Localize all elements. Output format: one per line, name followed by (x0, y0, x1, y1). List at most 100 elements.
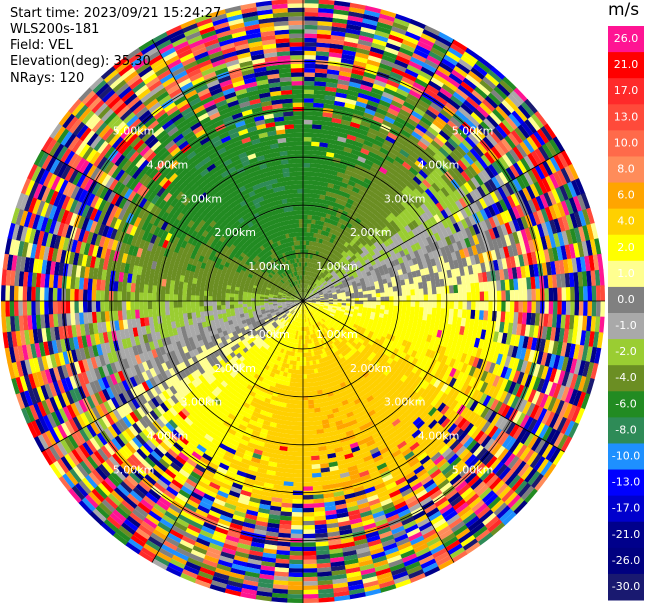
range-gate-cell (395, 379, 404, 389)
range-gate-cell (317, 16, 335, 23)
range-gate-cell (373, 394, 382, 403)
range-gate-cell (373, 482, 386, 491)
range-gate-cell (417, 205, 426, 216)
range-gate-cell (421, 380, 430, 391)
range-gate-cell (401, 284, 407, 292)
range-gate-cell (401, 188, 411, 198)
range-gate-cell (323, 365, 330, 371)
range-gate-cell (445, 102, 459, 115)
range-gate-cell (433, 214, 442, 225)
range-gate-cell (386, 461, 398, 471)
range-gate-cell (522, 138, 536, 155)
range-gate-cell (514, 107, 529, 123)
range-gate-cell (323, 164, 333, 171)
range-gate-cell (320, 471, 331, 478)
range-gate-cell (428, 468, 442, 480)
range-gate-cell (540, 352, 548, 368)
range-gate-cell (431, 249, 439, 260)
range-gate-cell (420, 66, 436, 78)
range-gate-cell (511, 345, 519, 360)
range-gate-cell (460, 170, 472, 183)
range-gate-cell (440, 237, 449, 248)
range-gate-cell (406, 214, 416, 223)
range-gate-cell (420, 32, 438, 45)
range-gate-cell (332, 307, 337, 311)
range-gate-cell (315, 428, 324, 435)
range-gate-cell (323, 103, 336, 110)
range-gate-cell (521, 101, 536, 118)
range-gate-cell (332, 316, 338, 321)
range-gate-cell (424, 348, 432, 358)
range-gate-cell (312, 309, 317, 313)
range-gate-cell (519, 430, 531, 446)
range-gate-cell (472, 444, 485, 458)
range-gate-cell (408, 317, 414, 325)
range-gate-cell (561, 287, 567, 303)
range-gate-cell (464, 493, 480, 507)
range-gate-cell (359, 409, 368, 417)
range-gate-cell (324, 304, 329, 307)
range-gate-cell (455, 381, 465, 393)
range-gate-cell (358, 294, 364, 299)
range-gate-cell (358, 306, 364, 311)
range-gate-cell (293, 464, 303, 470)
range-gate-cell (336, 279, 342, 284)
range-gate-cell (402, 301, 407, 307)
range-gate-cell (394, 387, 403, 397)
range-gate-cell (356, 96, 370, 105)
range-gate-cell (368, 428, 379, 436)
range-gate-cell (400, 311, 406, 318)
range-gate-cell (508, 148, 521, 164)
range-gate-cell (473, 416, 484, 429)
range-gate-cell (547, 274, 553, 290)
range-gate-cell (304, 305, 307, 310)
range-gate-cell (428, 350, 436, 360)
range-gate-cell (479, 349, 487, 361)
range-gate-cell (454, 250, 462, 261)
range-gate-cell (392, 63, 408, 73)
range-gate-cell (335, 349, 342, 356)
range-gate-cell (490, 427, 502, 442)
range-gate-cell (452, 212, 462, 224)
range-gate-cell (359, 200, 367, 208)
range-gate-cell (358, 510, 373, 518)
range-gate-cell (350, 446, 361, 454)
range-gate-cell (471, 328, 478, 339)
range-gate-cell (307, 343, 311, 349)
range-gate-cell (313, 273, 317, 278)
range-gate-cell (325, 312, 330, 317)
range-gate-cell (521, 312, 528, 326)
range-gate-cell (421, 261, 429, 270)
range-gate-cell (365, 104, 379, 113)
range-gate-cell (512, 178, 523, 193)
range-gate-cell (410, 461, 423, 472)
range-gate-cell (334, 507, 348, 515)
range-gate-cell (371, 478, 384, 487)
range-gate-cell (341, 417, 350, 425)
range-gate-cell (460, 184, 470, 197)
range-gate-cell (349, 176, 359, 184)
range-gate-cell (422, 29, 440, 41)
range-gate-cell (376, 301, 381, 306)
range-gate-cell (302, 481, 313, 487)
range-gate-cell (414, 217, 423, 227)
range-gate-cell (464, 136, 477, 149)
range-gate-cell (404, 278, 410, 286)
range-gate-cell (355, 462, 367, 470)
range-gate-cell (489, 111, 503, 126)
range-gate-cell (334, 322, 340, 327)
range-gate-cell (351, 254, 357, 261)
range-gate-cell (478, 252, 485, 265)
range-gate-cell (302, 447, 311, 453)
range-gate-cell (318, 335, 323, 341)
range-gate-cell (554, 260, 561, 276)
range-gate-cell (306, 308, 309, 314)
range-gate-cell (318, 315, 323, 320)
range-gate-cell (516, 160, 528, 175)
range-gate-cell (318, 398, 325, 404)
range-gate-cell (376, 21, 394, 31)
range-gate-cell (550, 261, 557, 277)
range-gate-cell (397, 269, 404, 276)
range-gate-cell (333, 244, 339, 251)
range-gate-cell (397, 257, 404, 265)
